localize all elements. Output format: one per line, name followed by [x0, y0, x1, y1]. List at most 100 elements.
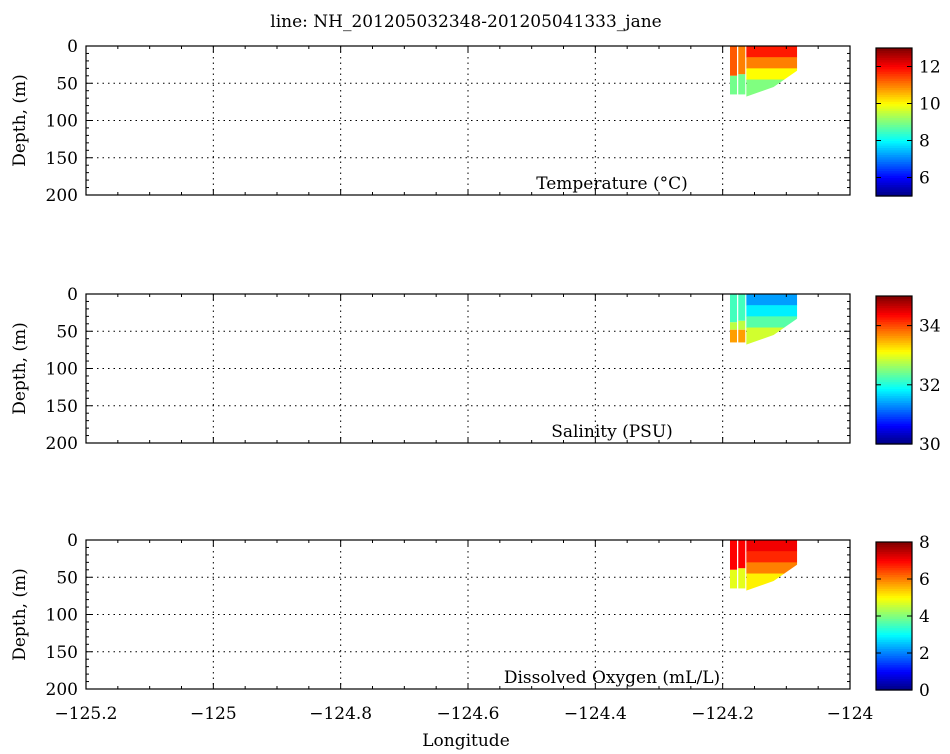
colorbar-step: [876, 673, 912, 677]
colorbar-step: [876, 110, 912, 114]
colorbar-step: [876, 193, 912, 197]
y-tick-label: 150: [46, 643, 78, 663]
colorbar-step: [876, 659, 912, 663]
variable-label: Temperature (°C): [536, 174, 688, 194]
colorbar-step: [876, 664, 912, 668]
colorbar-tick-label: 12: [919, 58, 941, 78]
section-band-1: [746, 540, 798, 552]
variable-label: Dissolved Oxygen (mL/L): [504, 668, 720, 688]
colorbar-step: [876, 131, 912, 135]
colorbar-step: [876, 409, 912, 413]
colorbar-step: [876, 298, 912, 302]
colorbar-step: [876, 358, 912, 362]
colorbar-step: [876, 142, 912, 146]
colorbar-step: [876, 68, 912, 72]
colorbar-step: [876, 163, 912, 167]
colorbar-step: [876, 636, 912, 640]
colorbar-step: [876, 140, 912, 144]
section-field: [746, 294, 798, 345]
colorbar-step: [876, 117, 912, 121]
colorbar-step: [876, 145, 912, 149]
colorbar-step: [876, 560, 912, 564]
colorbar-step: [876, 323, 912, 327]
colorbar-step: [876, 80, 912, 84]
y-tick-label: 50: [56, 322, 78, 342]
colorbar-step: [876, 149, 912, 153]
colorbar-tick-label: 4: [919, 607, 930, 627]
colorbar-step: [876, 101, 912, 105]
colorbar-step: [876, 103, 912, 107]
colorbar-step: [876, 78, 912, 81]
colorbar-step: [876, 309, 912, 313]
colorbar-step: [876, 168, 912, 172]
colorbar-step: [876, 427, 912, 431]
colorbar-step: [876, 393, 912, 397]
variable-label: Salinity (PSU): [551, 422, 673, 442]
section-band-2: [746, 305, 798, 317]
colorbar-step: [876, 365, 912, 369]
colorbar-step: [876, 159, 912, 162]
colorbar-step: [876, 620, 912, 624]
cast-profile-2: [738, 294, 746, 343]
colorbar-step: [876, 363, 912, 366]
colorbar-step: [876, 71, 912, 75]
colorbar-frame: [875, 295, 913, 445]
colorbar-step: [876, 302, 912, 306]
colorbar-step: [876, 585, 912, 589]
cast-segment: [729, 46, 737, 76]
colorbar-step: [876, 662, 912, 666]
section-band-3: [746, 562, 798, 575]
colorbar-step: [876, 625, 912, 629]
colorbar-step: [876, 133, 912, 137]
colorbar-step: [876, 430, 912, 434]
colorbar-step: [876, 337, 912, 341]
colorbar-step: [876, 154, 912, 158]
colorbar-step: [876, 372, 912, 376]
colorbar-step: [876, 555, 912, 559]
colorbar-step: [876, 588, 912, 592]
colorbar-step: [876, 328, 912, 332]
section-band-3: [746, 68, 798, 81]
colorbar-step: [876, 579, 912, 582]
y-tick-label: 200: [46, 186, 78, 206]
colorbar-step: [876, 346, 912, 350]
cast-segment: [738, 568, 746, 589]
colorbar-step: [876, 416, 912, 420]
colorbar-step: [876, 629, 912, 633]
panel-1: 0 50 100 150 200 Depth, (m) Temperature (°C) 6 8…: [10, 37, 941, 206]
x-tick-label: −124.8: [309, 704, 372, 724]
section-band-4: [746, 327, 798, 345]
x-tick-label: −124.2: [691, 704, 754, 724]
colorbar-step: [876, 186, 912, 190]
colorbar-step: [876, 135, 912, 139]
section-band-4: [746, 79, 798, 97]
colorbar-step: [876, 646, 912, 649]
section-field: [746, 540, 798, 591]
colorbar-tick-label: 2: [919, 644, 930, 664]
colorbar-step: [876, 648, 912, 652]
y-tick-label: 50: [56, 74, 78, 94]
cast-profile-2: [738, 46, 746, 95]
colorbar-step: [876, 548, 912, 552]
section-band-1: [746, 46, 798, 58]
colorbar-step: [876, 669, 912, 673]
colorbar-step: [876, 124, 912, 128]
colorbar-step: [876, 175, 912, 179]
y-tick-label: 100: [46, 360, 78, 380]
colorbar-step: [876, 89, 912, 93]
colorbar-step: [876, 161, 912, 165]
colorbar-step: [876, 592, 912, 596]
colorbar-step: [876, 562, 912, 566]
colorbar-step: [876, 52, 912, 56]
colorbar-step: [876, 413, 912, 417]
panel-2: 0 50 100 150 200 Depth, (m) Salinity (PSU) 30 32…: [10, 285, 941, 455]
colorbar-step: [876, 335, 912, 339]
colorbar-step: [876, 138, 912, 142]
colorbar-step: [876, 418, 912, 422]
colorbar-step: [876, 156, 912, 160]
colorbar-step: [876, 683, 912, 686]
colorbar-tick-label: 8: [919, 533, 930, 553]
colorbar-step: [876, 632, 912, 636]
